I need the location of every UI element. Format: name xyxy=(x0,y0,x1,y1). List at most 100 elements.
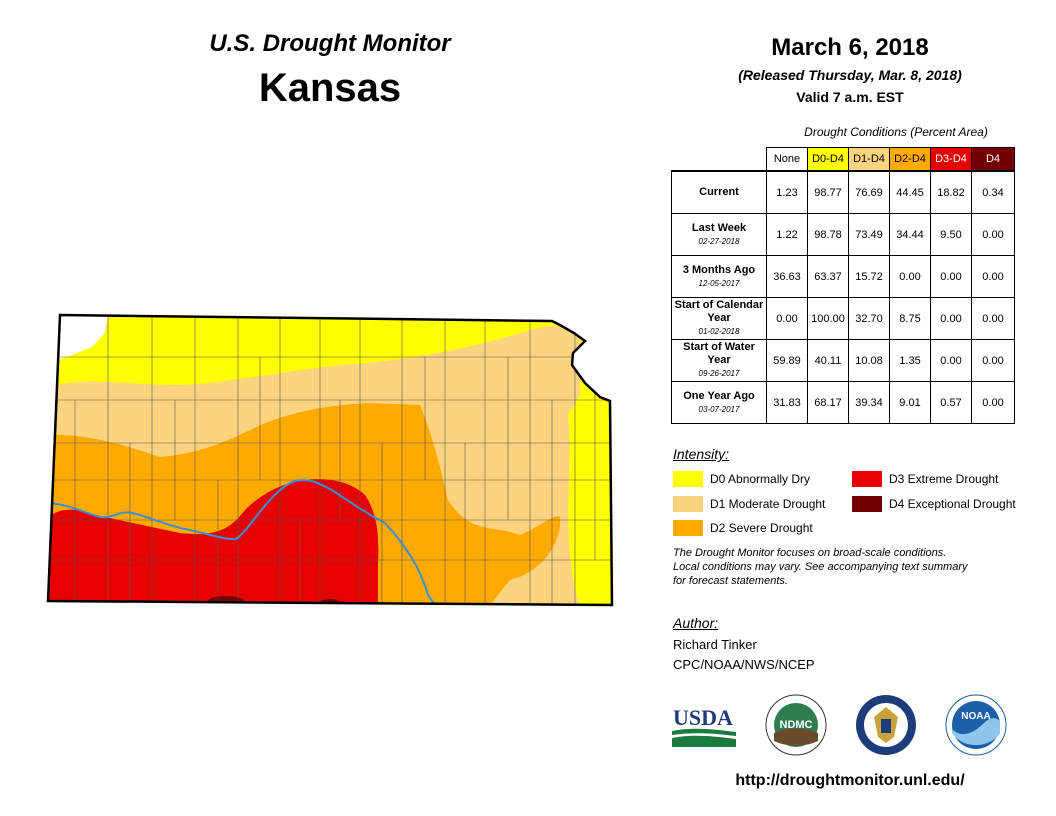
table-cell: 1.35 xyxy=(889,339,931,382)
ndmc-logo-text: NDMC xyxy=(780,719,813,731)
usda-logo-text: USDA xyxy=(673,705,733,730)
map-date: March 6, 2018 xyxy=(771,34,929,61)
noaa-logo-text: NOAA xyxy=(961,711,990,722)
legend-swatch xyxy=(852,496,882,512)
table-cell: 0.57 xyxy=(930,381,972,424)
legend-item-d2: D2 Severe Drought xyxy=(673,520,813,536)
arkansas-river xyxy=(49,479,436,605)
table-cell: 9.01 xyxy=(889,381,931,424)
legend-label: D1 Moderate Drought xyxy=(710,497,826,511)
legend-swatch xyxy=(852,471,882,487)
note-line: for forecast statements. xyxy=(673,575,788,587)
table-row: 3 Months Ago 12-05-2017 36.63 63.37 15.72… xyxy=(671,255,1015,298)
legend-swatch xyxy=(673,520,703,536)
table-cell: 0.00 xyxy=(971,213,1015,256)
table-cell: 0.00 xyxy=(930,255,972,298)
table-cell: 10.08 xyxy=(848,339,890,382)
row-label: Start of Calendar Year xyxy=(674,299,764,324)
table-row: Start of Water Year 09-26-2017 59.89 40.1… xyxy=(671,339,1015,382)
table-cell: 98.77 xyxy=(807,170,849,214)
table-cell: 39.34 xyxy=(848,381,890,424)
legend-item-d3: D3 Extreme Drought xyxy=(852,471,998,487)
legend-item-d4: D4 Exceptional Drought xyxy=(852,496,1016,512)
row-label: One Year Ago xyxy=(683,389,755,402)
drought-conditions-table: None D0-D4 D1-D4 D2-D4 D3-D4 D4 Current … xyxy=(671,147,1015,424)
note-line: The Drought Monitor focuses on broad-sca… xyxy=(673,547,947,559)
release-date: (Released Thursday, Mar. 8, 2018) xyxy=(738,67,962,83)
table-caption: Drought Conditions (Percent Area) xyxy=(804,125,988,139)
county-boundaries xyxy=(48,315,612,605)
table-row: Current 1.23 98.77 76.69 44.45 18.82 0.3… xyxy=(671,170,1015,214)
table-cell: 76.69 xyxy=(848,170,890,214)
d3-region xyxy=(48,479,379,605)
legend-label: D0 Abnormally Dry xyxy=(710,472,811,486)
legend-swatch xyxy=(673,471,703,487)
row-label: Current xyxy=(699,186,739,198)
table-cell: 98.78 xyxy=(807,213,849,256)
table-cell: 100.00 xyxy=(807,297,849,340)
column-header-d3-d4: D3-D4 xyxy=(930,147,972,172)
table-cell: 32.70 xyxy=(848,297,890,340)
table-cell: 1.22 xyxy=(766,213,808,256)
row-label: Start of Water Year xyxy=(683,341,755,366)
table-cell: 63.37 xyxy=(807,255,849,298)
author-name: Richard Tinker xyxy=(673,637,757,652)
legend-swatch xyxy=(673,496,703,512)
table-row: Last Week 02-27-2018 1.22 98.78 73.49 34.… xyxy=(671,213,1015,256)
table-header-row: None D0-D4 D1-D4 D2-D4 D3-D4 D4 xyxy=(672,147,1015,172)
column-header-d0-d4: D0-D4 xyxy=(807,147,849,172)
map-title: U.S. Drought Monitor xyxy=(209,30,451,57)
column-header-none: None xyxy=(766,147,808,172)
table-cell: 0.00 xyxy=(971,255,1015,298)
table-cell: 0.34 xyxy=(971,170,1015,214)
row-date: 01-02-2018 xyxy=(698,327,740,336)
noaa-logo: NOAA xyxy=(945,694,1007,756)
legend-title: Intensity: xyxy=(673,446,730,462)
column-header-d1-d4: D1-D4 xyxy=(848,147,890,172)
kansas-drought-map xyxy=(46,313,614,607)
table-cell: 68.17 xyxy=(807,381,849,424)
row-date: 03-07-2017 xyxy=(698,404,740,414)
commerce-seal-logo xyxy=(856,695,916,755)
table-row: Start of Calendar Year 01-02-2018 0.00 10… xyxy=(671,297,1015,340)
valid-time: Valid 7 a.m. EST xyxy=(796,89,904,105)
table-cell: 0.00 xyxy=(971,339,1015,382)
kansas-outline xyxy=(46,313,614,607)
table-cell: 0.00 xyxy=(889,255,931,298)
table-cell: 0.00 xyxy=(766,297,808,340)
table-cell: 31.83 xyxy=(766,381,808,424)
table-cell: 1.23 xyxy=(766,170,808,214)
row-date: 12-05-2017 xyxy=(698,278,740,288)
table-cell: 18.82 xyxy=(930,170,972,214)
table-cell: 44.45 xyxy=(889,170,931,214)
table-cell: 15.72 xyxy=(848,255,890,298)
none-region xyxy=(58,315,108,360)
legend-item-d0: D0 Abnormally Dry xyxy=(673,471,810,487)
table-cell: 73.49 xyxy=(848,213,890,256)
table-cell: 36.63 xyxy=(766,255,808,298)
table-cell: 0.00 xyxy=(971,297,1015,340)
table-corner xyxy=(672,148,767,172)
table-cell: 34.44 xyxy=(889,213,931,256)
disclaimer-note: The Drought Monitor focuses on broad-sca… xyxy=(673,546,1033,588)
website-url[interactable]: http://droughtmonitor.unl.edu/ xyxy=(735,772,965,789)
table-row: One Year Ago 03-07-2017 31.83 68.17 39.34… xyxy=(671,381,1015,424)
legend-label: D3 Extreme Drought xyxy=(889,472,999,486)
table-cell: 0.00 xyxy=(971,381,1015,424)
table-cell: 8.75 xyxy=(889,297,931,340)
row-date: 09-26-2017 xyxy=(698,369,740,378)
legend-label: D2 Severe Drought xyxy=(710,521,813,535)
table-cell: 9.50 xyxy=(930,213,972,256)
column-header-d4: D4 xyxy=(971,147,1015,172)
author-organization: CPC/NOAA/NWS/NCEP xyxy=(673,657,815,672)
author-heading: Author: xyxy=(673,615,719,631)
usda-logo: USDA xyxy=(672,705,736,747)
column-header-d2-d4: D2-D4 xyxy=(889,147,931,172)
table-cell: 0.00 xyxy=(930,339,972,382)
row-date: 02-27-2018 xyxy=(698,236,740,246)
table-cell: 59.89 xyxy=(766,339,808,382)
state-name: Kansas xyxy=(258,66,402,110)
legend-item-d1: D1 Moderate Drought xyxy=(673,496,825,512)
note-line: Local conditions may vary. See accompany… xyxy=(673,561,968,573)
table-cell: 40.11 xyxy=(807,339,849,382)
